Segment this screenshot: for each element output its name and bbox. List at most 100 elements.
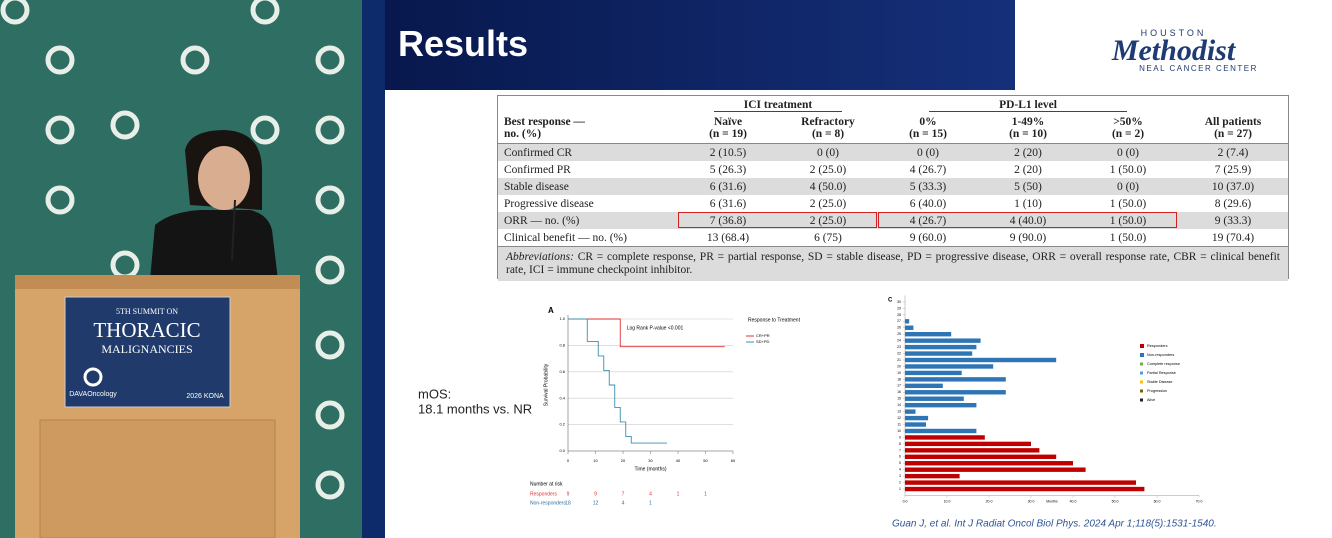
sign-text: MALIGNANCIES <box>101 342 192 356</box>
note-lead: Abbreviations: <box>506 251 574 263</box>
x-tick-label: 30 <box>648 458 653 463</box>
y-tick-label: 23 <box>897 345 901 349</box>
sign-text: 2026 KONA <box>186 393 224 400</box>
swimmer-bar <box>905 441 1031 447</box>
table-cell: 9 (90.0) <box>1009 231 1047 244</box>
table-row: Progressive disease 6 (31.6) 2 (25.0) 6 (40… <box>498 195 1288 212</box>
y-tick-label: 0.6 <box>559 369 565 374</box>
swimmer-bar <box>905 377 1006 382</box>
x-tick-label: 10 <box>593 458 598 463</box>
y-tick-label: 1.0 <box>559 316 565 321</box>
y-tick-label: 19 <box>897 371 901 375</box>
table-row: ORR — no. (%) 7 (36.8) 2 (25.0) 4 (26.7) 4 (… <box>498 212 1288 229</box>
logo-top: HOUSTON <box>1140 28 1207 38</box>
legend-label: Non-responders <box>1147 353 1174 357</box>
mos-label: mOS: <box>418 386 451 401</box>
slide-header: Results <box>385 0 1015 90</box>
x-axis-label: Months <box>1046 499 1058 503</box>
y-tick-label: 1 <box>899 487 901 491</box>
table-cell: 4 (40.0) <box>978 212 1078 229</box>
table-cell: 1 (50.0) <box>1078 212 1178 229</box>
table-cell: 2 (20) <box>1014 163 1042 176</box>
sign-text: THORACIC <box>93 318 200 342</box>
risk-value: 7 <box>622 491 625 497</box>
swimmer-bar <box>905 428 977 434</box>
table-cell: 8 (29.6) <box>1214 197 1252 210</box>
y-tick-label: 28 <box>897 313 901 317</box>
x-tick-label: 20.0 <box>986 499 993 503</box>
column-header: Refractory (n = 8) <box>778 113 878 144</box>
logo: HOUSTON Methodist NEAL CANCER CENTER <box>1015 0 1332 90</box>
y-tick-label: 9 <box>899 435 901 439</box>
table-note: Abbreviations: CR = complete response, P… <box>498 246 1288 281</box>
column-header-line: no. (%) <box>504 128 542 140</box>
legend-title: Response to Treatment <box>748 317 801 323</box>
risk-label: Non-responders <box>530 500 566 506</box>
sign-text: 5TH SUMMIT ON <box>116 307 178 316</box>
x-tick-label: 40 <box>676 458 681 463</box>
swimmer-bar <box>905 486 1145 492</box>
table-cell: 5 (33.3) <box>878 178 978 195</box>
y-tick-label: 4 <box>899 468 901 472</box>
legend-label: Responders <box>1147 344 1168 348</box>
y-tick-label: 13 <box>897 410 901 414</box>
column-header-line: >50% <box>1113 116 1143 128</box>
legend-label: Partial Response <box>1147 371 1176 375</box>
table-row: Confirmed CR 2 (10.5) 0 (0) 0 (0) 2 (20) 0 (0… <box>498 143 1288 161</box>
risk-value: 18 <box>565 500 571 506</box>
y-tick-label: 25 <box>897 332 901 336</box>
risk-value: 4 <box>649 491 652 497</box>
column-header-line: All patients <box>1204 116 1262 128</box>
logo-name: Methodist <box>1111 34 1236 67</box>
column-header: All patients (n = 27) <box>1178 113 1288 144</box>
column-header-line: (n = 19) <box>709 128 747 140</box>
speaker-body <box>150 210 278 280</box>
swimmer-bar <box>905 319 910 324</box>
risk-title: Number at risk <box>530 481 563 487</box>
y-tick-label: 5 <box>899 461 901 465</box>
table-cell: 2 (25.0) <box>809 197 847 210</box>
y-tick-label: 26 <box>897 326 901 330</box>
podium-sign <box>64 296 231 408</box>
table-cell: 0 (0) <box>1078 178 1178 195</box>
column-header: >50% (n = 2) <box>1078 113 1178 144</box>
swimmer-bar <box>905 344 977 350</box>
y-tick-label: 30 <box>897 300 901 304</box>
panel-label: A <box>548 306 554 315</box>
y-tick-label: 6 <box>899 455 901 459</box>
group-header: ICI treatment <box>678 96 878 113</box>
table: ICI treatment PD-L1 level Best response — n… <box>498 96 1288 246</box>
risk-value: 1 <box>677 491 680 497</box>
x-tick-label: 50.0 <box>1112 499 1119 503</box>
y-axis-label: Survival Probability <box>543 363 549 406</box>
swimmer-bar <box>905 480 1136 485</box>
y-tick-label: 11 <box>897 422 901 426</box>
y-tick-label: 14 <box>897 403 901 407</box>
column-header: 0% (n = 15) <box>878 113 978 144</box>
column-header: Naïve (n = 19) <box>678 113 778 144</box>
y-tick-label: 17 <box>897 384 901 388</box>
table-cell: 6 (31.6) <box>678 178 778 195</box>
risk-value: 9 <box>567 491 570 497</box>
legend-label: Progression <box>1147 389 1167 393</box>
group-header: PD-L1 level <box>878 96 1178 113</box>
header-cell <box>498 96 678 113</box>
table-cell: 2 (10.5) <box>678 143 778 161</box>
swimmer-bar <box>905 364 994 369</box>
table-cell: 2 (7.4) <box>1178 143 1288 161</box>
y-tick-label: 0.0 <box>559 448 565 453</box>
swimmer-bar <box>905 467 1086 472</box>
wall-pattern <box>0 0 345 500</box>
swimmer-bar <box>905 396 964 401</box>
swimmer-bar <box>905 383 943 389</box>
x-tick-label: 50 <box>703 458 708 463</box>
swimmer-bar <box>905 461 1073 466</box>
x-tick-label: 60.0 <box>1154 499 1161 503</box>
table-cell: 2 (20) <box>978 143 1078 161</box>
x-axis-label: Time (months) <box>634 466 666 472</box>
column-header-line: 1-49% <box>1011 116 1045 128</box>
y-tick-label: 22 <box>897 351 901 355</box>
risk-value: 1 <box>649 500 652 506</box>
podium-top <box>15 275 300 289</box>
x-tick-label: 10.0 <box>944 499 951 503</box>
